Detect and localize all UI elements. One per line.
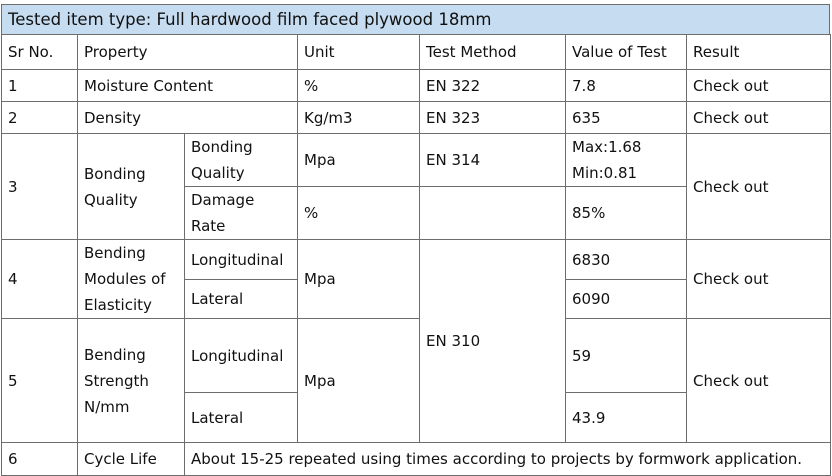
value-cell: 6830 [565, 239, 688, 280]
unit-cell: Mpa [297, 133, 421, 187]
sr-cell: 6 [1, 442, 78, 476]
property-line: Elasticity [84, 296, 152, 314]
header-property: Property [76, 34, 299, 70]
subproperty-cell: Damage Rate [183, 186, 299, 240]
value-cell: 43.9 [565, 392, 688, 443]
property-line: Bending [84, 244, 146, 262]
table-row: 5 Bending Strength N/mm Longitudinal Mpa… [1, 318, 832, 443]
unit-cell: Mpa [297, 318, 421, 443]
table-row: Lateral 43.9 [2, 392, 831, 443]
table-row: 1 Moisture Content % EN 322 7.8 Check ou… [1, 69, 832, 102]
property-line: Bonding [84, 164, 146, 183]
header-unit: Unit [297, 34, 421, 70]
table-row: 6 Cycle Life About 15-25 repeated using … [1, 442, 832, 476]
property-cell: Bending Strength N/mm [77, 318, 185, 443]
sr-cell: 4 [1, 239, 78, 319]
unit-cell: % [297, 69, 421, 102]
property-cell: Moisture Content [76, 69, 299, 102]
subproperty-cell: Longitudinal [183, 239, 299, 280]
table-row: 3 Bonding Quality Bonding Quality Mpa EN… [1, 133, 832, 240]
value-line: Min:0.81 [572, 164, 638, 182]
result-cell: Check out [686, 101, 832, 134]
property-line: Quality [84, 190, 138, 209]
subproperty-line: Quality [191, 164, 245, 182]
result-cell: Check out [686, 133, 832, 240]
table-row: 4 Bending Modules of Elasticity Longitud… [1, 239, 832, 443]
value-cell: 59 [565, 318, 688, 393]
property-line: Strength [84, 371, 149, 390]
value-cell: 85% [565, 186, 688, 240]
report-title: Tested item type: Full hardwood film fac… [1, 4, 830, 35]
test-results-table: Sr No. Property Unit Test Method Value o… [1, 34, 832, 476]
header-sr: Sr No. [1, 34, 78, 70]
property-cell: Cycle Life [77, 442, 185, 476]
subproperty-line: Damage [191, 191, 255, 209]
method-cell [419, 186, 567, 240]
sr-cell: 1 [1, 69, 78, 102]
table-row: Damage Rate % 85% [2, 186, 831, 240]
result-cell: Check out [686, 318, 832, 443]
property-line: N/mm [84, 397, 130, 416]
unit-cell: Mpa [297, 239, 421, 319]
sr-cell: 5 [1, 318, 78, 443]
subproperty-cell: Bonding Quality [183, 133, 299, 187]
header-row: Sr No. Property Unit Test Method Value o… [1, 34, 832, 70]
sr-cell: 2 [1, 101, 78, 134]
unit-cell: Kg/m3 [297, 101, 421, 134]
value-cell: 635 [565, 101, 688, 134]
value-cell: 7.8 [565, 69, 688, 102]
method-cell: EN 323 [419, 101, 567, 134]
subproperty-cell: Longitudinal [183, 318, 299, 393]
header-value: Value of Test [565, 34, 688, 70]
table-row: 2 Density Kg/m3 EN 323 635 Check out [1, 101, 832, 134]
header-result: Result [686, 34, 832, 70]
test-report-sheet: Tested item type: Full hardwood film fac… [1, 4, 832, 476]
cycle-life-note: About 15-25 repeated using times accordi… [183, 442, 832, 476]
property-cell: Bending Modules of Elasticity [77, 239, 185, 319]
subproperty-cell: Lateral [183, 279, 299, 319]
property-line: Modules of [84, 270, 166, 288]
sr-cell: 3 [1, 133, 78, 240]
value-cell: Max:1.68 Min:0.81 [565, 133, 688, 187]
subproperty-line: Rate [191, 217, 226, 235]
result-cell: Check out [686, 69, 832, 102]
property-cell: Bonding Quality [77, 133, 185, 240]
header-test-method: Test Method [419, 34, 567, 70]
unit-cell: % [297, 186, 421, 240]
result-cell: Check out [686, 239, 832, 319]
property-cell: Density [76, 101, 299, 134]
table-row: Lateral 6090 [2, 279, 831, 319]
subproperty-line: Bonding [191, 138, 253, 156]
method-cell: EN 322 [419, 69, 567, 102]
method-cell: EN 314 [419, 133, 567, 187]
subproperty-cell: Lateral [183, 392, 299, 443]
method-cell-bending: EN 310 [419, 239, 567, 443]
value-line: Max:1.68 [572, 138, 642, 156]
property-line: Bending [84, 345, 146, 364]
value-cell: 6090 [565, 279, 688, 319]
